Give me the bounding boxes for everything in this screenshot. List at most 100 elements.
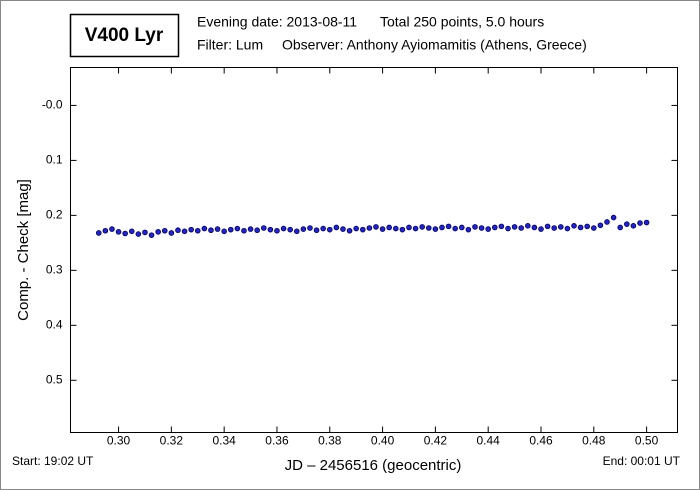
data-point bbox=[155, 229, 161, 235]
info-text: Filter: Lum bbox=[197, 37, 263, 53]
data-point bbox=[551, 225, 557, 231]
y-tick-label: 0.1 bbox=[46, 153, 63, 167]
data-point bbox=[439, 224, 445, 231]
data-point bbox=[425, 225, 432, 231]
x-tick-label: 0.34 bbox=[212, 434, 236, 448]
data-point bbox=[128, 228, 135, 235]
data-point bbox=[346, 227, 353, 234]
data-point bbox=[452, 225, 458, 232]
data-point bbox=[188, 226, 194, 233]
data-point bbox=[267, 226, 274, 233]
data-point bbox=[254, 227, 260, 234]
y-tick-label: 0.2 bbox=[46, 208, 63, 222]
data-point bbox=[498, 223, 505, 230]
data-point bbox=[373, 224, 379, 230]
data-point bbox=[406, 224, 412, 231]
data-point bbox=[135, 231, 142, 237]
data-point bbox=[505, 225, 511, 232]
y-axis-label: Comp. - Check [mag] bbox=[15, 179, 32, 321]
data-point bbox=[419, 224, 425, 230]
start-label: Start: 19:02 UT bbox=[12, 454, 94, 468]
data-point bbox=[122, 230, 128, 237]
data-point bbox=[287, 226, 293, 233]
data-point bbox=[379, 226, 386, 232]
data-point bbox=[637, 220, 643, 226]
data-point bbox=[102, 227, 109, 234]
data-point bbox=[175, 227, 181, 234]
data-point bbox=[247, 226, 254, 232]
data-point bbox=[293, 228, 300, 235]
data-point bbox=[412, 225, 419, 232]
data-point bbox=[340, 226, 346, 232]
y-tick-label: -0.0 bbox=[42, 98, 63, 112]
data-point bbox=[221, 228, 227, 235]
data-point bbox=[280, 225, 287, 232]
data-point bbox=[564, 225, 571, 232]
data-point bbox=[142, 229, 148, 236]
chart-title: V400 Lyr bbox=[85, 25, 164, 46]
data-point bbox=[320, 225, 326, 232]
data-point bbox=[485, 226, 491, 232]
data-point bbox=[557, 224, 564, 230]
x-tick-label: 0.36 bbox=[265, 434, 289, 448]
info-text: Observer: Anthony Ayiomamitis (Athens, G… bbox=[282, 37, 587, 53]
data-point bbox=[214, 226, 221, 232]
x-tick-label: 0.30 bbox=[107, 434, 131, 448]
data-point bbox=[208, 227, 214, 234]
data-point bbox=[491, 224, 498, 231]
data-point bbox=[597, 222, 604, 229]
data-point bbox=[432, 226, 439, 232]
data-point bbox=[95, 230, 102, 236]
data-point bbox=[109, 226, 115, 232]
data-point bbox=[260, 225, 267, 231]
data-point bbox=[584, 223, 591, 230]
plot-area bbox=[70, 67, 678, 433]
data-point bbox=[577, 224, 584, 231]
data-point bbox=[630, 223, 637, 229]
y-tick-label: 0.5 bbox=[46, 372, 63, 386]
data-point bbox=[148, 232, 155, 238]
data-point bbox=[458, 224, 465, 231]
data-point bbox=[511, 224, 518, 230]
x-tick-label: 0.32 bbox=[160, 434, 184, 448]
data-point bbox=[181, 228, 188, 235]
end-label: End: 00:01 UT bbox=[603, 454, 681, 468]
data-point bbox=[234, 225, 241, 232]
data-point bbox=[386, 224, 392, 231]
info-text: Evening date: 2013-08-11 bbox=[197, 14, 357, 30]
data-point bbox=[624, 221, 630, 227]
data-point bbox=[617, 224, 624, 231]
x-tick-label: 0.40 bbox=[371, 434, 395, 448]
title-box bbox=[69, 13, 180, 58]
data-point bbox=[465, 226, 472, 233]
data-point bbox=[531, 224, 538, 231]
data-point bbox=[241, 227, 247, 234]
data-point bbox=[571, 223, 577, 229]
data-point bbox=[161, 227, 168, 234]
data-point bbox=[392, 225, 399, 232]
data-point bbox=[300, 226, 307, 232]
data-point bbox=[524, 223, 531, 229]
data-point bbox=[333, 224, 340, 231]
y-tick-label: 0.3 bbox=[46, 263, 63, 277]
data-point bbox=[445, 223, 452, 230]
data-point bbox=[359, 226, 366, 233]
data-point bbox=[518, 225, 524, 231]
data-point bbox=[115, 229, 122, 235]
data-point bbox=[472, 224, 478, 230]
data-point bbox=[538, 226, 544, 232]
data-point bbox=[366, 225, 373, 231]
data-point bbox=[399, 226, 406, 233]
x-tick-label: 0.50 bbox=[635, 434, 659, 448]
info-text: Total 250 points, 5.0 hours bbox=[380, 14, 544, 30]
data-point bbox=[353, 225, 359, 232]
data-point bbox=[326, 226, 333, 233]
data-point bbox=[591, 225, 597, 231]
x-tick-label: 0.42 bbox=[424, 434, 448, 448]
data-point bbox=[168, 230, 175, 236]
data-point bbox=[227, 226, 234, 233]
data-point bbox=[643, 219, 650, 226]
data-point bbox=[544, 223, 551, 230]
